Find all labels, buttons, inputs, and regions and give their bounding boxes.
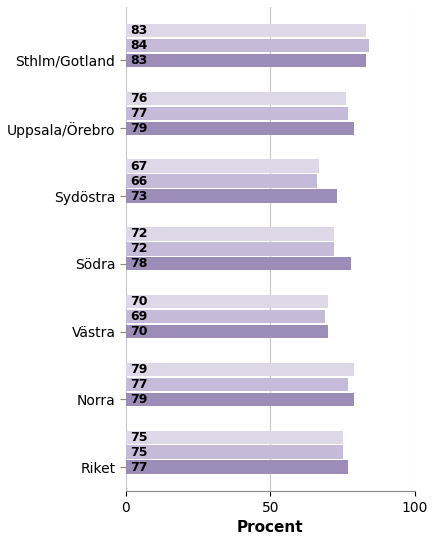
- Bar: [125, 39, 368, 52]
- Bar: [125, 310, 325, 324]
- Bar: [125, 107, 348, 120]
- Bar: [125, 24, 365, 37]
- Bar: [125, 227, 333, 241]
- Text: 77: 77: [130, 378, 148, 391]
- Bar: [125, 325, 327, 338]
- Text: 83: 83: [130, 54, 147, 67]
- Text: 72: 72: [130, 228, 148, 241]
- Text: 79: 79: [130, 363, 147, 376]
- Text: 73: 73: [130, 190, 147, 203]
- Text: 70: 70: [130, 295, 148, 308]
- Bar: [125, 257, 351, 270]
- Bar: [125, 242, 333, 256]
- Text: 79: 79: [130, 122, 147, 135]
- Bar: [125, 189, 336, 203]
- Text: 78: 78: [130, 257, 147, 270]
- Bar: [125, 446, 342, 459]
- Text: 75: 75: [130, 446, 148, 459]
- Bar: [125, 363, 353, 376]
- Text: 75: 75: [130, 431, 148, 444]
- Bar: [125, 175, 316, 188]
- Text: 79: 79: [130, 393, 147, 406]
- Bar: [125, 430, 342, 444]
- Text: 76: 76: [130, 92, 147, 105]
- Bar: [125, 159, 319, 173]
- Text: 70: 70: [130, 325, 148, 338]
- Bar: [125, 295, 327, 308]
- Text: 72: 72: [130, 242, 148, 255]
- Bar: [125, 392, 353, 406]
- X-axis label: Procent: Procent: [237, 520, 303, 535]
- Text: 77: 77: [130, 107, 148, 120]
- Text: 84: 84: [130, 39, 147, 52]
- Text: 66: 66: [130, 175, 147, 188]
- Bar: [125, 54, 365, 67]
- Text: 77: 77: [130, 461, 148, 474]
- Bar: [125, 92, 345, 105]
- Text: 83: 83: [130, 24, 147, 37]
- Text: 67: 67: [130, 160, 147, 173]
- Bar: [125, 121, 353, 135]
- Bar: [125, 378, 348, 391]
- Text: 69: 69: [130, 310, 147, 323]
- Bar: [125, 460, 348, 474]
